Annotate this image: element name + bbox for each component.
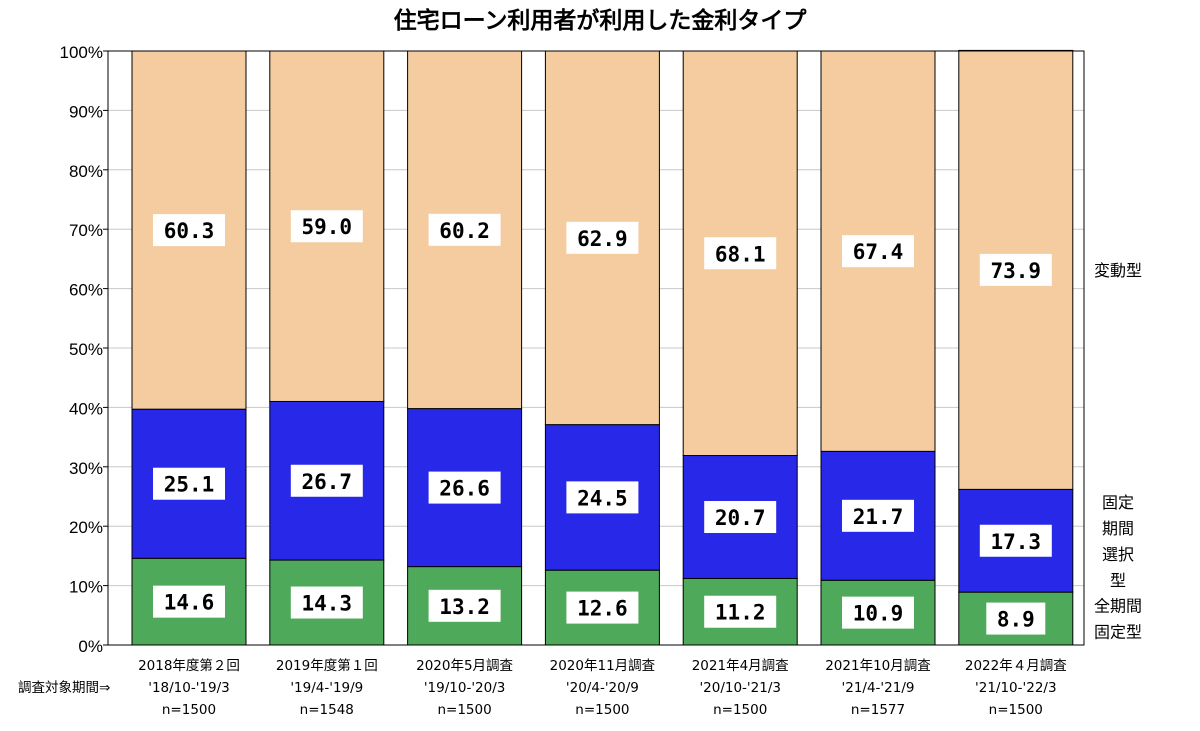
y-tick-label: 90%: [69, 102, 103, 121]
data-label-box: [842, 596, 914, 629]
series-label: 型: [1110, 571, 1126, 590]
data-label: 62.9: [577, 227, 628, 251]
data-label-box: [842, 235, 914, 268]
data-label: 73.9: [991, 259, 1042, 283]
x-category-period: '18/10-'19/3: [148, 680, 230, 696]
y-axis-tick-labels: 0% 10% 20% 30% 40% 50% 60% 70% 80% 90% 100%: [60, 43, 103, 656]
data-label-box: [979, 524, 1052, 557]
x-axis-category-labels: 2018年度第２回 '18/10-'19/3 n=1500 2019年度第１回 '19/…: [138, 657, 1067, 718]
series-label: 固定: [1102, 493, 1134, 512]
x-category-sample-size: n=1577: [851, 702, 905, 718]
data-label-box: [153, 585, 225, 618]
x-category-label: 2022年４月調査: [965, 658, 1067, 674]
series-label: 変動型: [1094, 261, 1142, 280]
data-label: 60.3: [164, 219, 215, 243]
data-label-box: [566, 481, 639, 514]
y-tick-label: 30%: [69, 459, 103, 478]
x-category-period: '21/10-'22/3: [975, 680, 1057, 696]
bar-segment: [131, 557, 247, 646]
data-label-box: [428, 471, 501, 504]
data-label-box: [428, 589, 501, 622]
x-axis-period-note: 調査対象期間⇒: [18, 680, 110, 696]
data-label: 24.5: [577, 486, 628, 510]
data-label-box: [566, 591, 639, 624]
x-category-sample-size: n=1500: [437, 702, 491, 718]
x-category-label: 2021年4月調査: [692, 658, 789, 674]
x-category-label: 2019年度第１回: [276, 657, 378, 674]
data-label: 60.2: [439, 219, 490, 243]
x-category-period: '21/4-'21/9: [842, 680, 915, 696]
data-label: 14.6: [164, 591, 215, 615]
bar-segment: [820, 50, 936, 452]
data-label: 20.7: [715, 506, 766, 530]
axes: [103, 50, 1085, 646]
data-label-box: [704, 595, 777, 628]
y-tick-label: 60%: [69, 281, 103, 300]
y-tick-label: 10%: [69, 578, 103, 597]
data-label-box: [842, 499, 914, 532]
data-label: 21.7: [853, 505, 904, 529]
x-category-period: '20/4-'20/9: [566, 680, 639, 696]
data-label: 26.6: [439, 477, 490, 501]
data-label: 17.3: [991, 530, 1042, 554]
x-category-sample-size: n=1500: [713, 702, 767, 718]
data-label: 68.1: [715, 242, 766, 266]
data-label: 67.4: [853, 240, 904, 264]
x-category-label: 2021年10月調査: [825, 658, 931, 674]
data-label-box: [290, 586, 363, 619]
data-label-box: [704, 237, 777, 270]
data-label-box: [428, 213, 501, 246]
series-label: 選択: [1102, 545, 1134, 564]
series-label: 全期間: [1094, 597, 1142, 616]
data-label: 14.3: [302, 592, 353, 616]
x-category-period: '19/10-'20/3: [424, 680, 506, 696]
y-tick-label: 40%: [69, 399, 103, 418]
data-label-box: [153, 467, 225, 500]
data-label-box: [290, 464, 363, 497]
series-label: 期間: [1102, 519, 1134, 538]
data-label: 25.1: [164, 473, 215, 497]
data-label: 59.0: [302, 215, 353, 239]
data-label-box: [986, 602, 1046, 635]
series-label: 固定型: [1094, 623, 1142, 642]
data-label: 8.9: [997, 608, 1035, 632]
data-label-box: [979, 253, 1052, 286]
x-category-sample-size: n=1500: [575, 702, 629, 718]
data-label-box: [704, 500, 777, 533]
data-label: 26.7: [302, 470, 353, 494]
y-tick-label: 50%: [69, 340, 103, 359]
y-tick-label: 0%: [78, 637, 103, 656]
plot-frame: [107, 50, 1085, 646]
chart-title: 住宅ローン利用者が利用した金利タイプ: [394, 7, 808, 34]
x-category-period: '19/4-'19/9: [290, 680, 363, 696]
y-tick-label: 70%: [69, 221, 103, 240]
x-category-sample-size: n=1548: [300, 702, 354, 718]
y-tick-label: 100%: [60, 43, 103, 62]
x-category-period: '20/10-'21/3: [699, 680, 781, 696]
bars: 14.6 25.1 60.3 14.3 26.7 59.0 13.2 26.6 60.2 12.6…: [131, 49, 1074, 646]
x-category-label: 2020年11月調査: [550, 658, 656, 674]
data-label: 10.9: [853, 602, 904, 626]
data-label: 13.2: [439, 595, 490, 619]
data-label: 11.2: [715, 601, 766, 625]
y-tick-label: 80%: [69, 162, 103, 181]
x-category-label: 2018年度第２回: [138, 657, 240, 674]
x-category-label: 2020年5月調査: [416, 658, 513, 674]
x-category-sample-size: n=1500: [162, 702, 216, 718]
y-tick-label: 20%: [69, 518, 103, 537]
data-label-box: [290, 210, 363, 243]
data-label-box: [153, 214, 225, 247]
data-label-box: [566, 221, 639, 254]
data-label: 12.6: [577, 597, 628, 621]
x-category-sample-size: n=1500: [989, 702, 1043, 718]
